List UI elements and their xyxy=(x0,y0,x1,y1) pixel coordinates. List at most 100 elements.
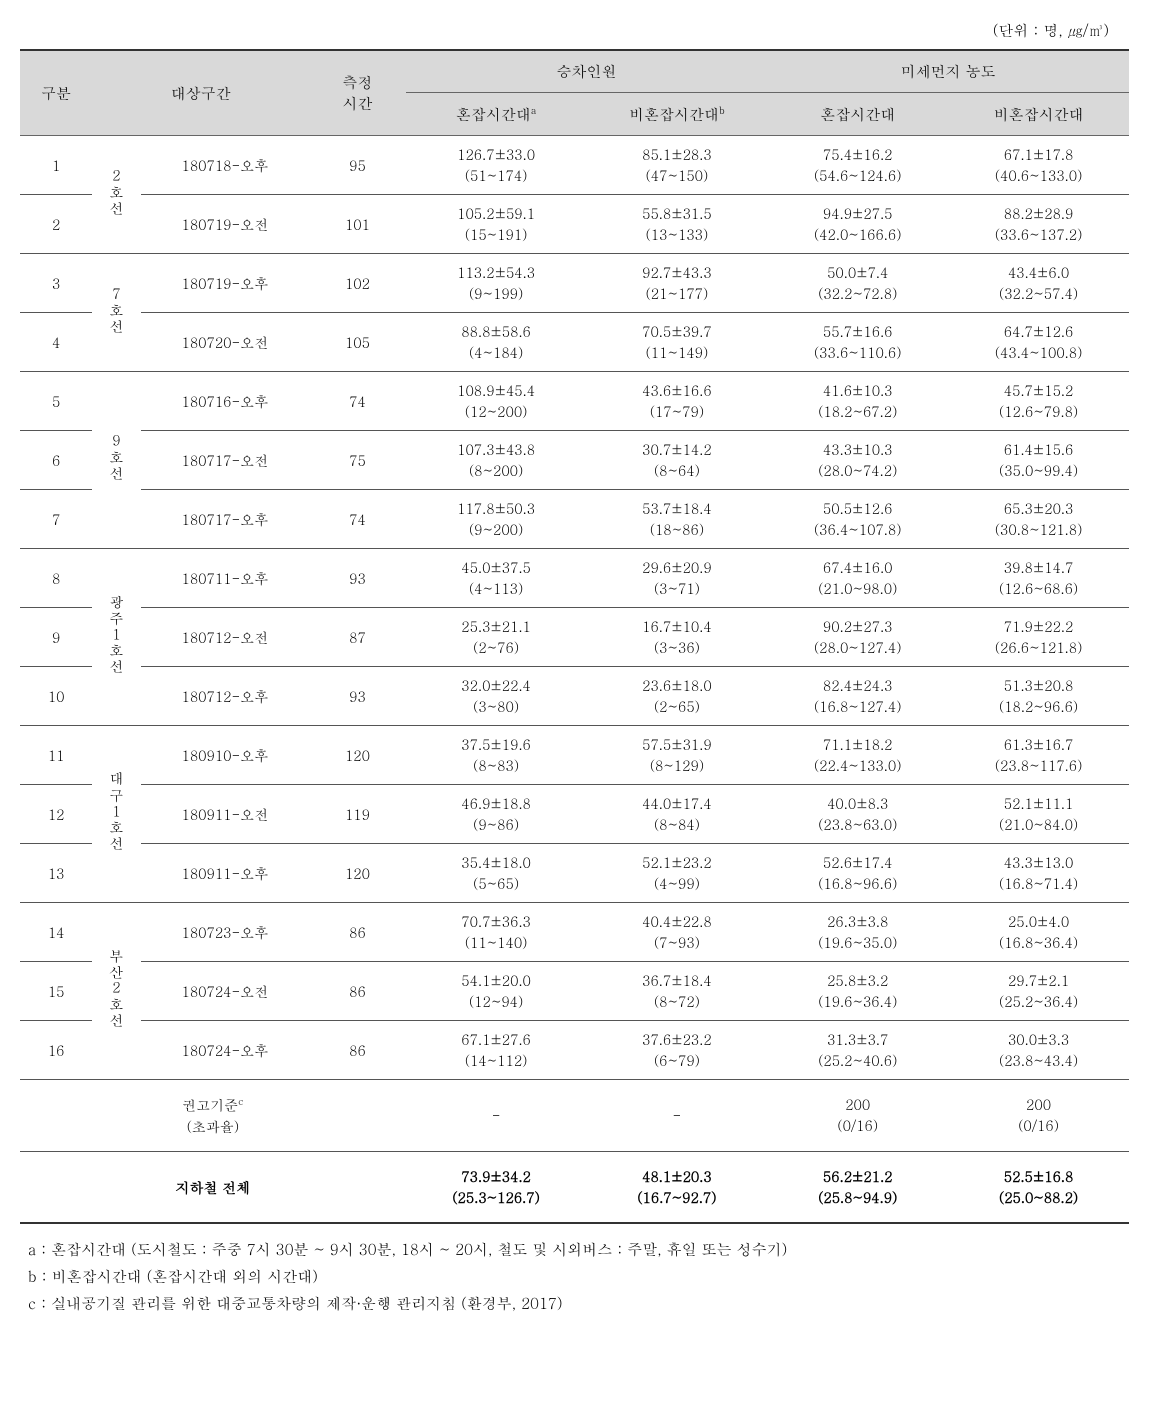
pm-off: 30.0±3.3(23.8~43.4) xyxy=(948,1021,1129,1080)
table-row: 9180712-오전8725.3±21.1(2~76)16.7±10.4(3~3… xyxy=(20,608,1129,667)
p-peak: 117.8±50.3(9~200) xyxy=(406,490,587,549)
table-row: 2180719-오전101105.2±59.1(15~191)55.8±31.5… xyxy=(20,195,1129,254)
pm-off: 25.0±4.0(16.8~36.4) xyxy=(948,903,1129,962)
table-row: 8광주1호선180711-오후9345.0±37.5(4~113)29.6±20… xyxy=(20,549,1129,608)
pm-peak: 41.6±10.3(18.2~67.2) xyxy=(767,372,948,431)
p-off: 40.4±22.8(7~93) xyxy=(587,903,768,962)
th-pm-offpeak: 비혼잡시간대 xyxy=(948,93,1129,136)
cell-value: 90.2±27.3(28.0~127.4) xyxy=(771,616,944,658)
table-row: 12180911-오전11946.9±18.8(9~86)44.0±17.4(8… xyxy=(20,785,1129,844)
p-off: 29.6±20.9(3~71) xyxy=(587,549,768,608)
footnotes: a : 혼잡시간대 (도시철도 : 주중 7시 30분 ~ 9시 30분, 18… xyxy=(20,1236,1129,1317)
pm-peak: 71.1±18.2(22.4~133.0) xyxy=(767,726,948,785)
pm-peak: 43.3±10.3(28.0~74.2) xyxy=(767,431,948,490)
cell-value: 45.0±37.5(4~113) xyxy=(410,557,583,599)
time: 120 xyxy=(309,726,405,785)
pm-off: 67.1±17.8(40.6~133.0) xyxy=(948,136,1129,195)
p-off: 43.6±16.6(17~79) xyxy=(587,372,768,431)
cell-value: 200(0/16) xyxy=(952,1094,1125,1136)
p-peak: 70.7±36.3(11~140) xyxy=(406,903,587,962)
th-pm: 미세먼지 농도 xyxy=(767,50,1129,93)
sup-b: b xyxy=(719,103,725,117)
time: 74 xyxy=(309,372,405,431)
cell-value: 52.5±16.8(25.0~88.2) xyxy=(952,1166,1125,1208)
p-off: 52.1±23.2(4~99) xyxy=(587,844,768,903)
th-passengers: 승차인원 xyxy=(406,50,768,93)
cell-value: 48.1±20.3(16.7~92.7) xyxy=(591,1166,764,1208)
cell-value: 46.9±18.8(9~86) xyxy=(410,793,583,835)
p-peak: 54.1±20.0(12~94) xyxy=(406,962,587,1021)
time: 101 xyxy=(309,195,405,254)
p-peak: 45.0±37.5(4~113) xyxy=(406,549,587,608)
time: 93 xyxy=(309,667,405,726)
pm-peak: 50.0±7.4(32.2~72.8) xyxy=(767,254,948,313)
total-row: 지하철 전체 73.9±34.2(25.3~126.7) 48.1±20.3(1… xyxy=(20,1151,1129,1223)
data-table: 구분 대상구간 측정 시간 승차인원 미세먼지 농도 혼잡시간대a 비혼잡시간대… xyxy=(20,49,1129,1224)
cell-value: 53.7±18.4(18~86) xyxy=(591,498,764,540)
p-off: 37.6±23.2(6~79) xyxy=(587,1021,768,1080)
p-peak: 107.3±43.8(8~200) xyxy=(406,431,587,490)
cell-value: 43.4±6.0(32.2~57.4) xyxy=(952,262,1125,304)
table-row: 59호선180716-오후74108.9±45.4(12~200)43.6±16… xyxy=(20,372,1129,431)
table-row: 10180712-오후9332.0±22.4(3~80)23.6±18.0(2~… xyxy=(20,667,1129,726)
table-row: 11대구1호선180910-오후12037.5±19.6(8~83)57.5±3… xyxy=(20,726,1129,785)
cell-value: 94.9±27.5(42.0~166.6) xyxy=(771,203,944,245)
cell-value: 200(0/16) xyxy=(771,1094,944,1136)
table-row: 4180720-오전10588.8±58.6(4~184)70.5±39.7(1… xyxy=(20,313,1129,372)
table-row: 15180724-오전8654.1±20.0(12~94)36.7±18.4(8… xyxy=(20,962,1129,1021)
pm-off: 88.2±28.9(33.6~137.2) xyxy=(948,195,1129,254)
table-row: 12호선180718-오후95126.7±33.0(51~174)85.1±28… xyxy=(20,136,1129,195)
total-p-peak: 73.9±34.2(25.3~126.7) xyxy=(406,1151,587,1223)
cell-value: 41.6±10.3(18.2~67.2) xyxy=(771,380,944,422)
session: 180711-오후 xyxy=(141,549,310,608)
unit-label: (단위 : 명, ㎍/㎥) xyxy=(20,20,1129,41)
pm-peak: 94.9±27.5(42.0~166.6) xyxy=(767,195,948,254)
cell-value: 43.3±10.3(28.0~74.2) xyxy=(771,439,944,481)
cell-value: 25.3±21.1(2~76) xyxy=(410,616,583,658)
session: 180717-오전 xyxy=(141,431,310,490)
th-offpeak-b: 비혼잡시간대b xyxy=(587,93,768,136)
row-no: 6 xyxy=(20,431,92,490)
p-off: 70.5±39.7(11~149) xyxy=(587,313,768,372)
cell-value: 61.4±15.6(35.0~99.4) xyxy=(952,439,1125,481)
time: 86 xyxy=(309,962,405,1021)
p-peak: 46.9±18.8(9~86) xyxy=(406,785,587,844)
cell-value: 25.0±4.0(16.8~36.4) xyxy=(952,911,1125,953)
session: 180718-오후 xyxy=(141,136,310,195)
total-label: 지하철 전체 xyxy=(20,1151,406,1223)
cell-value: 73.9±34.2(25.3~126.7) xyxy=(410,1166,583,1208)
row-no: 13 xyxy=(20,844,92,903)
line-name: 광주1호선 xyxy=(92,549,140,726)
cell-value: 107.3±43.8(8~200) xyxy=(410,439,583,481)
cell-value: 40.0±8.3(23.8~63.0) xyxy=(771,793,944,835)
pm-peak: 40.0±8.3(23.8~63.0) xyxy=(767,785,948,844)
pm-peak: 75.4±16.2(54.6~124.6) xyxy=(767,136,948,195)
cell-value: 37.5±19.6(8~83) xyxy=(410,734,583,776)
line-name: 2호선 xyxy=(92,136,140,254)
p-peak: 108.9±45.4(12~200) xyxy=(406,372,587,431)
table-row: 6180717-오전75107.3±43.8(8~200)30.7±14.2(8… xyxy=(20,431,1129,490)
time: 87 xyxy=(309,608,405,667)
pm-off: 64.7±12.6(43.4~100.8) xyxy=(948,313,1129,372)
pm-off: 39.8±14.7(12.6~68.6) xyxy=(948,549,1129,608)
row-no: 16 xyxy=(20,1021,92,1080)
p-off: 57.5±31.9(8~129) xyxy=(587,726,768,785)
cell-value: 55.7±16.6(33.6~110.6) xyxy=(771,321,944,363)
session: 180724-오후 xyxy=(141,1021,310,1080)
p-off: 55.8±31.5(13~133) xyxy=(587,195,768,254)
time: 120 xyxy=(309,844,405,903)
cell-value: 105.2±59.1(15~191) xyxy=(410,203,583,245)
th-time-text: 측정 시간 xyxy=(342,72,372,114)
time: 93 xyxy=(309,549,405,608)
p-peak: 37.5±19.6(8~83) xyxy=(406,726,587,785)
pm-off: 51.3±20.8(18.2~96.6) xyxy=(948,667,1129,726)
session: 180720-오전 xyxy=(141,313,310,372)
row-no: 10 xyxy=(20,667,92,726)
p-off: 92.7±43.3(21~177) xyxy=(587,254,768,313)
cell-value: 52.1±23.2(4~99) xyxy=(591,852,764,894)
time: 86 xyxy=(309,903,405,962)
guideline-row: 권고기준c(초과율) - - 200(0/16) 200(0/16) xyxy=(20,1080,1129,1152)
time: 86 xyxy=(309,1021,405,1080)
cell-value: 23.6±18.0(2~65) xyxy=(591,675,764,717)
time: 95 xyxy=(309,136,405,195)
